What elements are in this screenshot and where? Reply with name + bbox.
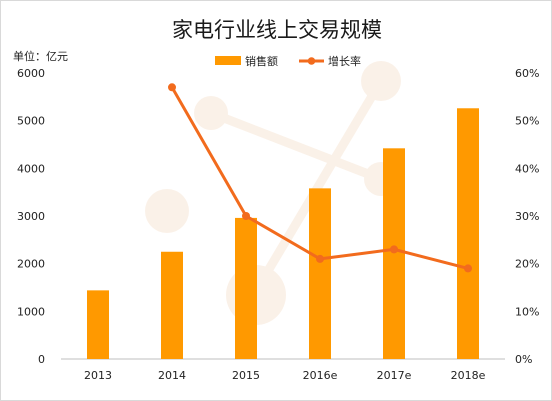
x-tick-label: 2014	[158, 369, 186, 382]
legend-label-growth: 增长率	[328, 54, 361, 68]
x-tick-label: 2013	[84, 369, 112, 382]
y-right-tick-label: 60%	[515, 67, 539, 80]
sales-bar	[457, 108, 479, 359]
sales-bar	[235, 217, 257, 359]
sales-bar	[87, 290, 109, 359]
y-left-tick-label: 0	[38, 353, 45, 366]
legend-swatch-bar	[215, 56, 241, 65]
growth-point	[168, 83, 176, 92]
sales-bar	[383, 148, 405, 359]
x-tick-label: 2016e	[303, 369, 338, 382]
background-watermark	[145, 61, 401, 325]
legend-swatch-marker	[307, 57, 316, 65]
x-tick-label: 2015	[232, 369, 260, 382]
legend-label-sales: 销售额	[245, 54, 278, 68]
sales-bar	[309, 188, 331, 359]
y-left-tick-label: 3000	[17, 210, 45, 223]
x-tick-label: 2017e	[377, 369, 412, 382]
unit-label: 单位：亿元	[13, 49, 68, 63]
growth-point	[464, 264, 472, 273]
growth-point	[390, 245, 398, 254]
y-right-tick-label: 30%	[515, 210, 539, 223]
y-right-tick-label: 10%	[515, 305, 539, 318]
growth-point	[316, 254, 324, 263]
sales-bar	[161, 251, 183, 359]
y-left-tick-label: 1000	[17, 305, 45, 318]
y-left-tick-label: 5000	[17, 115, 45, 128]
y-right-tick-label: 40%	[515, 162, 539, 175]
y-left-tick-label: 2000	[17, 258, 45, 271]
growth-point	[242, 212, 250, 220]
plot-area: 0 1000 2000 3000 4000 5000 6000 0% 10% 20% 30% 40% 5…	[17, 67, 539, 382]
y-right-tick-label: 0%	[515, 353, 532, 366]
y-right-tick-label: 50%	[515, 115, 539, 128]
y-left-tick-label: 6000	[17, 67, 45, 80]
y-left-tick-label: 4000	[17, 162, 45, 175]
x-tick-label: 2018e	[451, 369, 486, 382]
chart-title: 家电行业线上交易规模	[172, 18, 382, 42]
y-right-tick-label: 20%	[515, 258, 539, 271]
legend: 销售额 增长率	[215, 54, 361, 68]
